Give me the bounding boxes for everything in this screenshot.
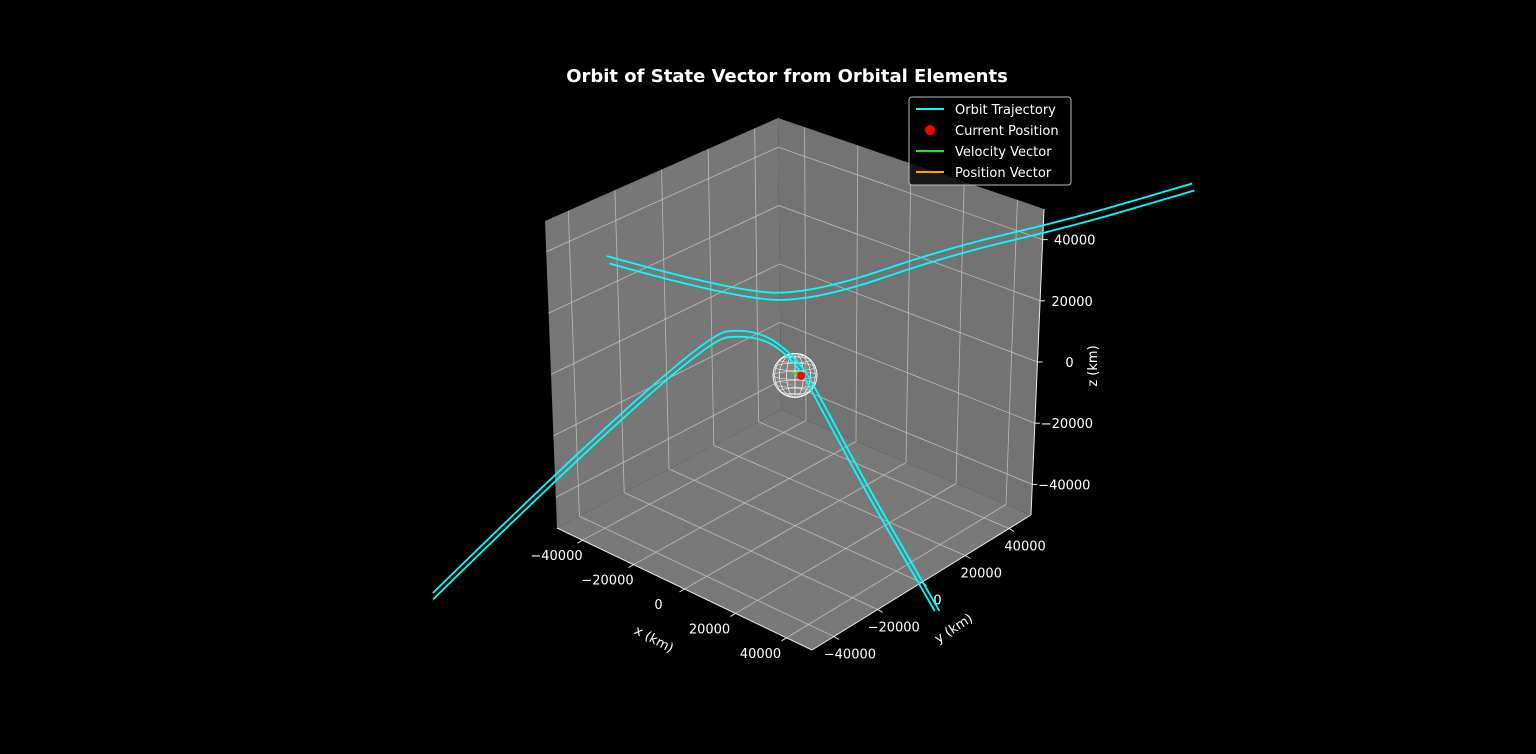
pane-floor: [557, 410, 1031, 650]
z-tick-label: 0: [1065, 356, 1073, 371]
grid-line-y: [754, 128, 1010, 529]
x-tick-mark: [628, 564, 634, 569]
x-tick-label: 40000: [740, 647, 781, 662]
x-tick-mark: [577, 539, 583, 544]
grid-lines: [546, 127, 1043, 639]
grid-line-x: [582, 127, 807, 541]
pane-left: [545, 118, 781, 528]
orbit-trajectory-line-1: [432, 329, 941, 612]
z-axis-label: z (km): [1086, 345, 1101, 386]
orbit-trajectory-line-0: [432, 335, 936, 612]
grid-line-z: [550, 263, 1038, 375]
y-tick-label: 0: [933, 594, 941, 609]
current-position-marker: [797, 371, 806, 380]
x-tick-label: 0: [654, 598, 662, 613]
x-tick-label: 20000: [689, 622, 730, 637]
grid-line-z: [546, 146, 1043, 253]
y-tick-label: −20000: [868, 621, 920, 636]
legend: Orbit Trajectory Current Position Veloci…: [908, 96, 1072, 186]
legend-label-velocity-vector: Velocity Vector: [955, 145, 1052, 160]
pane-back: [778, 118, 1044, 515]
grid-line-z: [553, 321, 1036, 437]
grid-line-z: [548, 205, 1041, 314]
grid-line-x: [735, 181, 965, 614]
y-tick-mark: [1008, 528, 1015, 532]
z-tick-label: 20000: [1051, 295, 1092, 310]
axes-panes: [545, 118, 1044, 650]
orbit-trajectory-line-3: [606, 182, 1193, 294]
grid-line-x: [684, 163, 912, 590]
y-axis-label: y (km): [932, 611, 976, 647]
y-tick-mark: [877, 609, 883, 613]
y-tick-mark: [965, 555, 971, 559]
chart-title: Orbit of State Vector from Orbital Eleme…: [566, 66, 1008, 87]
y-tick-label: 20000: [961, 567, 1002, 582]
x-tick-label: −40000: [530, 549, 582, 564]
legend-label-position-vector: Position Vector: [955, 166, 1052, 181]
legend-frame: [908, 96, 1072, 186]
grid-line-y: [661, 169, 922, 583]
series-layer: [432, 182, 1195, 612]
z-tick-label: −40000: [1038, 478, 1090, 493]
x-tick-label: −20000: [581, 574, 633, 589]
grid-line-y: [567, 210, 835, 637]
sphere-meridian: [774, 353, 816, 398]
legend-label-current-position: Current Position: [955, 124, 1059, 139]
grid-line-y: [614, 190, 878, 610]
orbit-trajectory-line-2: [609, 189, 1195, 301]
grid-line-z: [555, 380, 1033, 498]
x-tick-mark: [679, 588, 685, 593]
grid-line-x: [786, 199, 1018, 639]
legend-swatch-current-position: [925, 125, 935, 135]
x-tick-mark: [730, 612, 736, 617]
y-tick-label: 40000: [1004, 540, 1045, 555]
y-tick-label: −40000: [824, 648, 876, 663]
z-tick-label: −20000: [1041, 417, 1093, 432]
grid-line-x: [633, 145, 859, 565]
legend-label-orbit-trajectory: Orbit Trajectory: [955, 103, 1056, 118]
x-axis-label: x (km): [632, 623, 676, 656]
z-tick-label: 40000: [1054, 234, 1095, 249]
y-tick-mark: [833, 636, 840, 640]
markers-layer: [791, 371, 806, 380]
x-tick-mark: [781, 637, 787, 642]
